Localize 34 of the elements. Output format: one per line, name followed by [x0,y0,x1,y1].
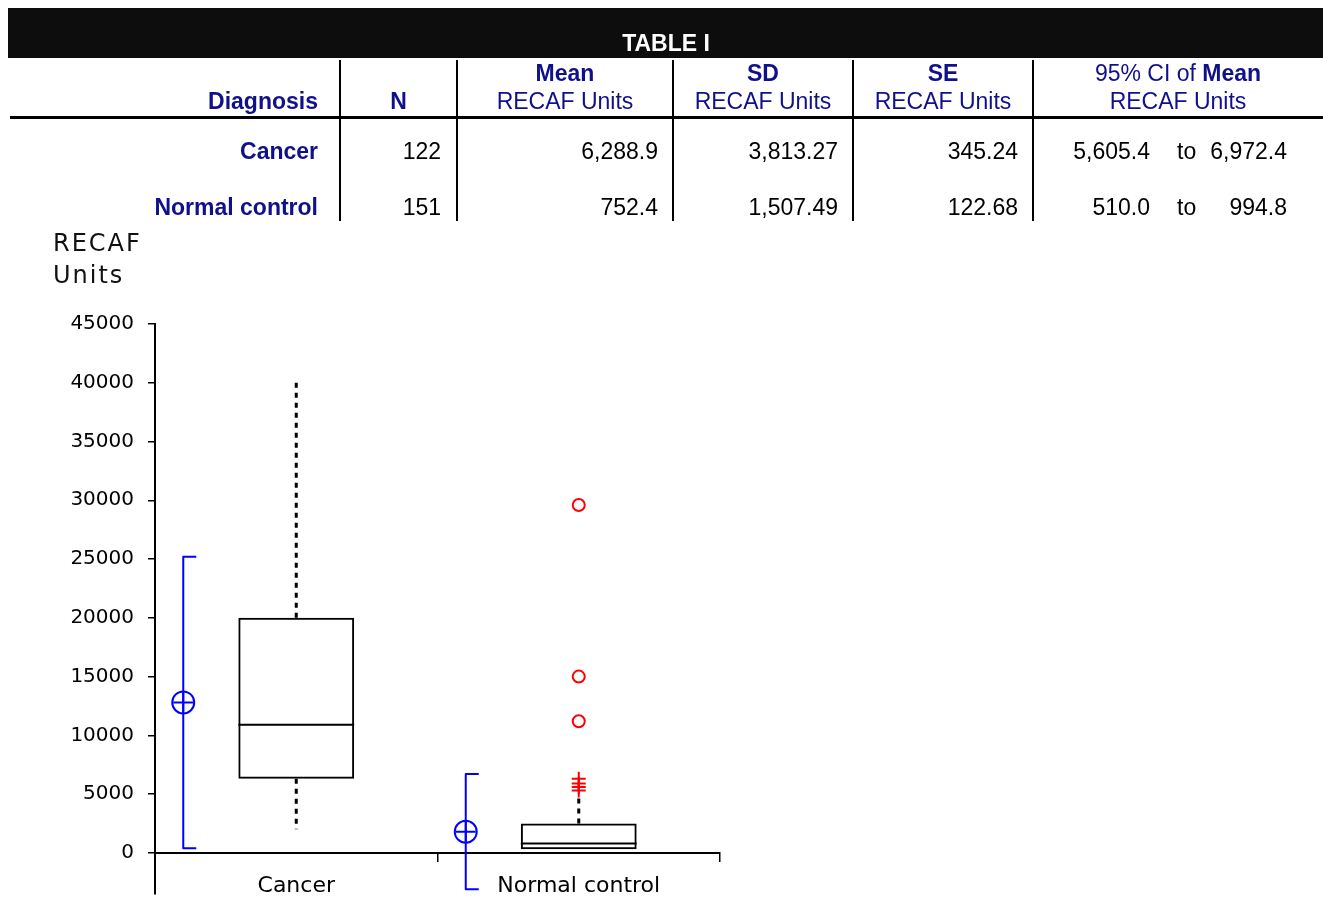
text: 6,288.9 [581,138,658,164]
text: 3,813.27 [748,138,838,164]
category-label: Diagnosis [208,88,318,114]
text: 5,605.4 [1073,138,1150,164]
text: Cancer [240,138,318,164]
y-tick-label: 20000 [70,604,134,629]
y-tick-label: 25000 [70,545,134,570]
text: 994.8 [1229,194,1287,220]
y-tick-label: 10000 [70,721,134,746]
text: 6,972.4 [1210,138,1287,164]
text: to [1177,194,1197,220]
category-label: N [390,88,407,114]
y-tick-label: 15000 [70,662,134,687]
text: 752.4 [600,194,658,220]
y-tick-label: 5000 [83,780,134,805]
y-axis-title: RECAF Units [53,228,142,291]
text: 122.68 [947,194,1018,220]
text: 1,507.49 [748,194,838,220]
text: to [1177,138,1197,164]
y-tick-label: 30000 [70,486,134,511]
y-tick-label: 45000 [70,310,134,335]
y-tick-label: 40000 [70,368,134,393]
text: Normal control [154,194,318,220]
text: 510.0 [1092,194,1150,220]
text: 151 [402,194,441,220]
category-label: 95% CI of Mean RECAF Units [1094,60,1262,114]
y-tick-label: 35000 [70,427,134,452]
text: TABLE I [622,30,710,56]
text: 122 [402,138,441,164]
category-label: SD RECAF Units [694,60,832,114]
category-label: SE RECAF Units [874,60,1012,114]
y-tick-label: 0 [121,839,134,864]
category-label: Mean RECAF Units [496,60,634,114]
text: 345.24 [947,138,1018,164]
